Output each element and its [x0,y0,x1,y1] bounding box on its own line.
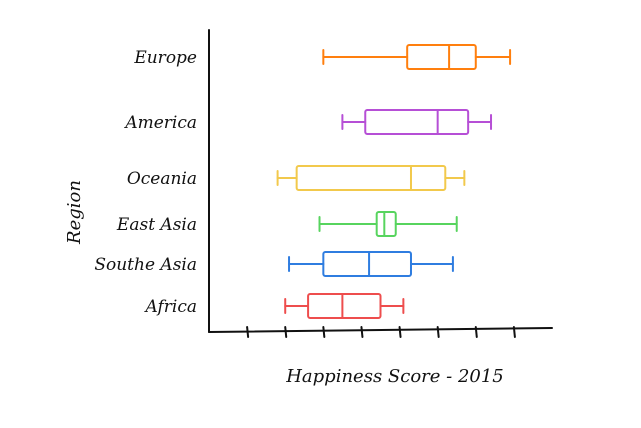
boxes-group [276,44,512,319]
x-tick-8 [512,326,516,338]
box-africa [284,293,405,319]
x-tick-4 [360,326,364,338]
category-label: Africa [144,297,198,317]
category-label: Europe [133,48,197,68]
category-label: Southe Asia [94,255,197,275]
x-axis-label: Happiness Score - 2015 [285,366,504,387]
iqr-box [295,165,447,191]
category-label: America [123,113,197,133]
category-label: East Asia [116,215,197,235]
iqr-box [364,109,470,135]
x-tick-6 [436,326,440,338]
iqr-box [307,293,382,319]
x-axis-line [208,327,553,333]
x-tick-5 [398,326,402,338]
x-ticks-group [246,326,516,338]
box-oceania [276,165,466,191]
x-tick-1 [246,326,250,338]
box-europe [322,44,512,70]
box-southe-asia [288,251,454,277]
iqr-box [406,44,477,70]
category-label: Oceania [127,169,197,189]
iqr-box [322,251,412,277]
iqr-box [375,211,397,237]
y-axis-label: Region [64,180,85,245]
box-america [341,109,493,135]
box-east-asia [318,211,458,237]
x-tick-2 [284,326,288,338]
x-tick-7 [474,326,478,338]
category-labels-group: Europe America Oceania East Asia Southe Asia… [94,48,197,317]
x-tick-3 [322,326,326,338]
